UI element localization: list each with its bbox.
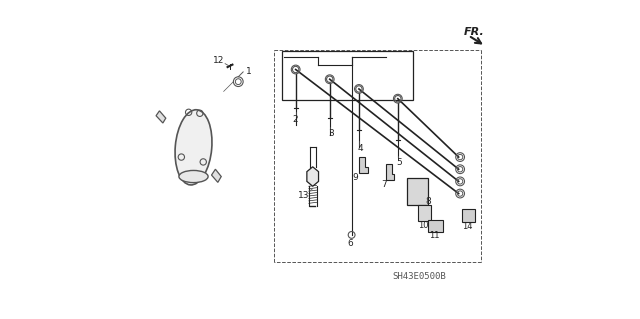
Text: 12: 12 xyxy=(213,56,225,65)
Polygon shape xyxy=(359,157,367,173)
Text: 10: 10 xyxy=(418,221,428,230)
Text: 7: 7 xyxy=(381,180,387,189)
FancyBboxPatch shape xyxy=(429,220,443,232)
FancyBboxPatch shape xyxy=(461,209,475,222)
Text: SH43E0500B: SH43E0500B xyxy=(393,272,447,281)
Text: 13: 13 xyxy=(298,190,310,199)
Ellipse shape xyxy=(175,110,212,185)
Text: 3: 3 xyxy=(328,129,333,138)
Text: 1: 1 xyxy=(246,67,252,77)
Ellipse shape xyxy=(179,170,208,182)
Polygon shape xyxy=(307,167,319,186)
Text: 14: 14 xyxy=(461,222,472,231)
Text: 8: 8 xyxy=(425,197,431,206)
Polygon shape xyxy=(386,164,394,181)
Text: 5: 5 xyxy=(396,159,402,167)
FancyBboxPatch shape xyxy=(418,205,431,221)
Text: 2: 2 xyxy=(292,115,298,124)
Text: 6: 6 xyxy=(348,239,353,248)
FancyBboxPatch shape xyxy=(406,177,428,205)
Polygon shape xyxy=(156,111,166,123)
Text: FR.: FR. xyxy=(463,26,484,37)
Text: 11: 11 xyxy=(429,231,440,241)
Polygon shape xyxy=(211,169,221,182)
Text: 4: 4 xyxy=(357,144,363,153)
Text: 9: 9 xyxy=(352,173,358,182)
